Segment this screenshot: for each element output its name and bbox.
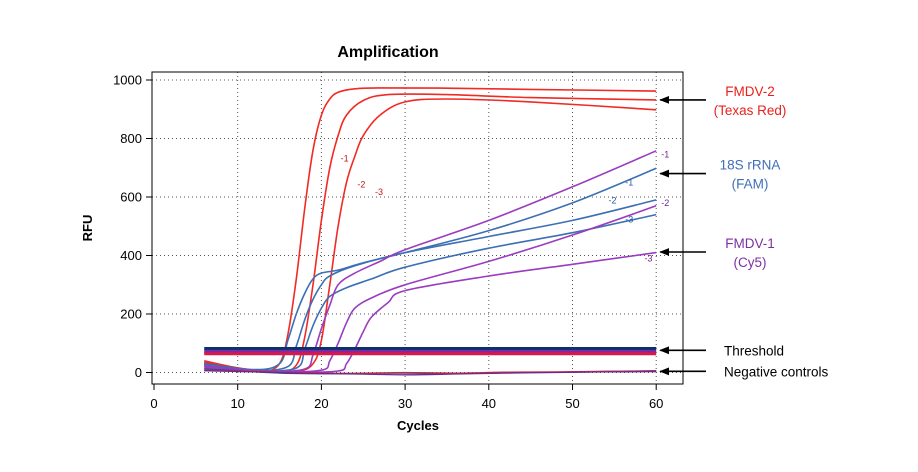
curve-label-fmdv-2-3: -3: [375, 187, 383, 197]
y-tick-label-1: 200: [120, 307, 142, 322]
series-line-fmdv-1-2: [204, 205, 657, 373]
x-tick-label-1: 10: [230, 396, 244, 411]
grid: [152, 72, 683, 384]
y-axis-title: RFU: [80, 215, 95, 242]
annotation-fmdv1-line-1: (Cy5): [734, 255, 767, 270]
series: [204, 87, 657, 376]
x-tick-label-4: 40: [482, 396, 496, 411]
x-axis-title: Cycles: [397, 418, 439, 433]
series-line-fmdv-2-3: [204, 98, 657, 373]
annotation-18s-line-0: 18S rRNA: [720, 158, 781, 173]
annotations: FMDV-2 (Texas Red) 18S rRNA (FAM) FMDV-1 (Cy5…: [659, 84, 829, 379]
y-tick-label-0: 0: [135, 365, 142, 380]
curve-label-18s-rrna-3: -3: [625, 215, 633, 225]
curve-label-fmdv-2-1: -1: [341, 153, 349, 163]
y-tick-label-4: 800: [120, 131, 142, 146]
annotation-threshold-line-0: Threshold: [724, 343, 784, 358]
curve-label-fmdv-1-1: -1: [661, 150, 669, 160]
series-line-18s-rrna-1: [204, 167, 657, 371]
curve-label-18s-rrna-2: -2: [608, 195, 616, 205]
y-tick-label-3: 600: [120, 190, 142, 205]
y-tick-label-2: 400: [120, 248, 142, 263]
series-line-fmdv-1-1: [204, 150, 657, 373]
series-line-fmdv-2-1: [204, 87, 657, 373]
annotation-fmdv2-line-1: (Texas Red): [714, 103, 787, 118]
series-line-fmdv-2-2: [204, 93, 657, 373]
chart-title: Amplification: [337, 44, 438, 61]
x-tick-label-3: 30: [398, 396, 412, 411]
series-line-fmdv-1-3: [204, 251, 657, 374]
annotation-negatives-line-0: Negative controls: [724, 364, 829, 379]
annotation-fmdv1-line-0: FMDV-1: [725, 236, 775, 251]
x-tick-label-5: 50: [565, 396, 579, 411]
curve-label-fmdv-2-2: -2: [357, 180, 365, 190]
x-tick-label-6: 60: [649, 396, 663, 411]
plot-area-frame: [151, 71, 684, 385]
curve-labels: -1 -2 -3 -1 -2 -3 -1 -2 -3: [341, 150, 670, 264]
annotation-18s-line-1: (FAM): [732, 177, 769, 192]
y-tick-label-5: 1000: [113, 73, 142, 88]
x-tick-label-2: 20: [314, 396, 328, 411]
curve-label-18s-rrna-1: -1: [625, 177, 633, 187]
curve-label-fmdv-1-2: -2: [661, 198, 669, 208]
series-line-negative-control-3: [204, 370, 657, 376]
annotation-fmdv2-line-0: FMDV-2: [725, 84, 775, 99]
curve-label-fmdv-1-3: -3: [644, 253, 652, 263]
x-tick-label-0: 0: [150, 396, 157, 411]
series-line-18s-rrna-2: [204, 199, 657, 372]
